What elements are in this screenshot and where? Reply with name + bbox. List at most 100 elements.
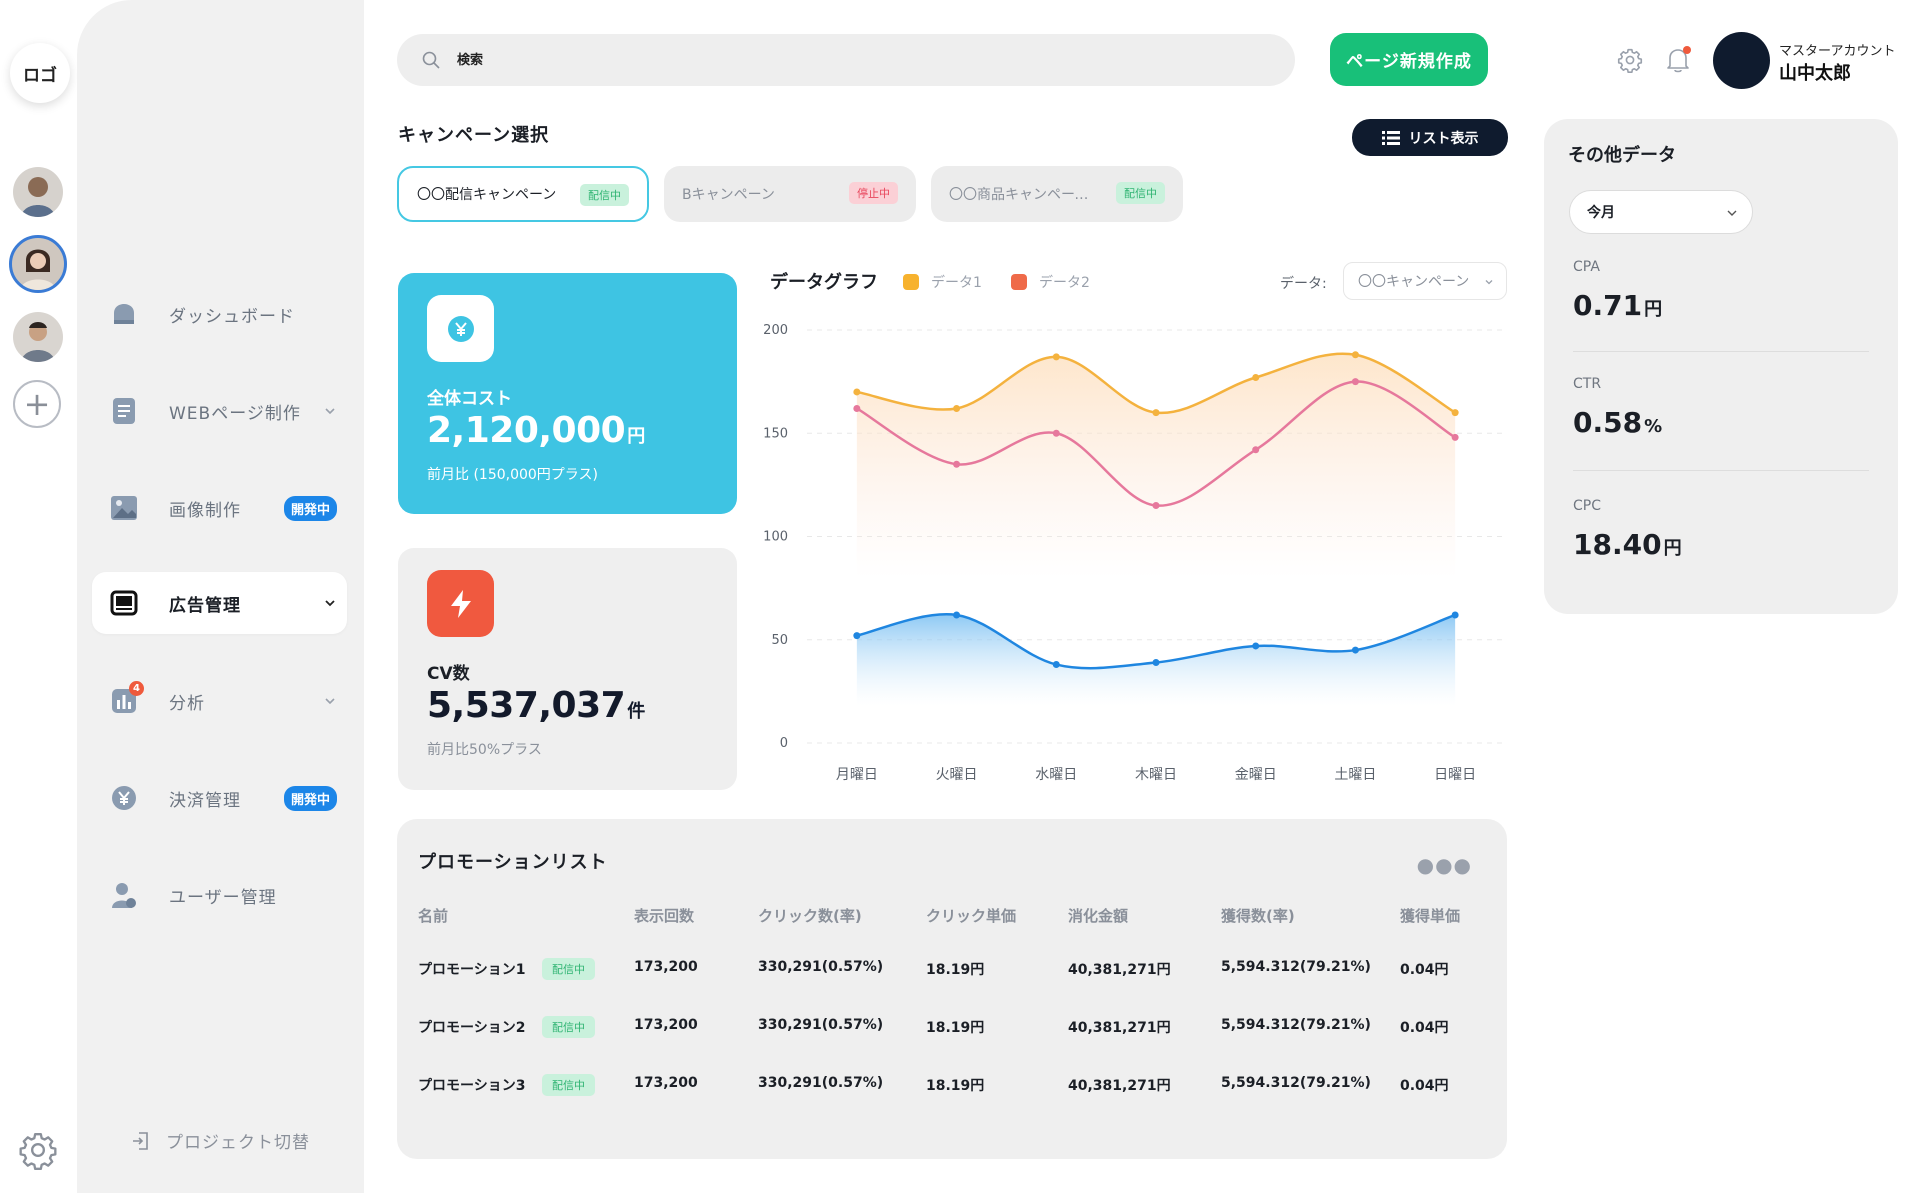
metric-unit: 円 <box>1663 538 1682 559</box>
user-icon <box>109 880 139 910</box>
other-data-panel: その他データ 今月 CPA 0.71 円 CTR 0.58% CPC 18.40 円 <box>1544 119 1898 614</box>
period-select[interactable]: 今月 <box>1569 190 1753 234</box>
data-point <box>1152 409 1160 417</box>
status-badge: 配信中 <box>542 1074 595 1096</box>
search-icon <box>422 51 440 69</box>
table-row[interactable]: プロモーション2 配信中 173,200 330,291(0.57%) 18.1… <box>397 1007 1507 1047</box>
workspace-avatar[interactable] <box>13 312 63 362</box>
campaign-tab[interactable]: 〇〇配信キャンペーン 配信中 <box>397 166 649 222</box>
table-row[interactable]: プロモーション1 配信中 173,200 330,291(0.57%) 18.1… <box>397 949 1507 989</box>
chevron-down-icon <box>1727 210 1737 216</box>
y-tick-label: 0 <box>780 736 788 751</box>
spend-cell: 40,381,271円 <box>1068 1020 1171 1036</box>
x-tick-label: 金曜日 <box>1235 767 1277 783</box>
bell-icon[interactable] <box>1665 46 1691 74</box>
total-cost-label: 全体コスト <box>427 389 512 409</box>
avatar[interactable] <box>1713 32 1770 89</box>
list-icon <box>1381 130 1400 145</box>
data-point <box>853 632 861 640</box>
campaign-tab-label: Bキャンペーン <box>682 187 775 203</box>
column-header: 名前 <box>418 907 449 925</box>
settings-gear-icon[interactable] <box>18 1130 58 1170</box>
impressions-cell: 173,200 <box>634 1017 698 1033</box>
conversions-cell: 5,594.312(79.21%) <box>1221 1075 1371 1091</box>
campaign-tab-label: 〇〇配信キャンペーン <box>417 187 557 203</box>
project-switch-link[interactable]: プロジェクト切替 <box>130 1128 310 1153</box>
cv-count-comparison: 前月比50%プラス <box>427 742 542 758</box>
person-icon <box>21 177 55 217</box>
sidebar-item-label: WEBページ制作 <box>169 403 301 424</box>
column-header: 獲得単価 <box>1400 907 1461 925</box>
status-badge: 配信中 <box>580 184 629 206</box>
total-cost-unit: 円 <box>627 426 645 447</box>
legend-item[interactable]: データ2 <box>1011 272 1090 292</box>
metric-number: 0.71 <box>1573 289 1643 322</box>
sidebar-item-label: ユーザー管理 <box>169 887 277 908</box>
sidebar-item-dashboard[interactable]: ダッシュボード <box>92 283 347 345</box>
yen-icon <box>109 783 139 813</box>
cpa-cell: 0.04円 <box>1400 962 1449 978</box>
legend-item[interactable]: データ1 <box>903 272 982 292</box>
person-icon <box>21 322 55 362</box>
logo-text: ロゴ <box>23 65 57 86</box>
search-input[interactable] <box>455 51 1159 69</box>
campaign-tab[interactable]: Bキャンペーン 停止中 <box>664 166 916 222</box>
total-cost-card: 全体コスト 2,120,000 円 前月比 (150,000円プラス) <box>398 273 737 514</box>
x-tick-label: 日曜日 <box>1434 767 1476 783</box>
data-point <box>953 611 961 619</box>
sidebar-item-ad-management[interactable]: 広告管理 <box>92 572 347 634</box>
logo-button[interactable]: ロゴ <box>10 43 70 103</box>
table-row[interactable]: プロモーション3 配信中 173,200 330,291(0.57%) 18.1… <box>397 1065 1507 1105</box>
sidebar-item-payment[interactable]: 決済管理 開発中 <box>92 767 347 829</box>
workspace-avatar-active[interactable] <box>9 235 67 293</box>
data-point <box>1252 446 1260 454</box>
conversions-cell: 5,594.312(79.21%) <box>1221 1017 1371 1033</box>
period-select-value: 今月 <box>1587 205 1615 221</box>
promotion-list-title: プロモーションリスト <box>418 852 608 873</box>
sidebar-item-web-page[interactable]: WEBページ制作 <box>92 380 347 442</box>
impressions-cell: 173,200 <box>634 959 698 975</box>
campaign-data-select[interactable]: 〇〇キャンペーン <box>1343 262 1507 300</box>
metric-label: CPC <box>1573 498 1601 514</box>
y-tick-label: 100 <box>763 530 788 545</box>
search-bar[interactable] <box>397 34 1295 86</box>
sidebar-item-analytics[interactable]: 4 分析 <box>92 670 347 732</box>
y-tick-label: 200 <box>763 323 788 338</box>
workspace-avatar[interactable] <box>13 167 63 217</box>
side-navigation: ダッシュボード WEBページ制作 画像制作 開発中 広告管理 4 分析 <box>77 0 364 1193</box>
account-role: マスターアカウント <box>1779 44 1896 59</box>
cpa-cell: 0.04円 <box>1400 1078 1449 1094</box>
sidebar-item-label: 広告管理 <box>169 595 241 616</box>
monitor-icon <box>109 588 139 618</box>
home-icon <box>109 299 139 329</box>
settings-gear-icon[interactable] <box>1617 47 1643 73</box>
area-fill <box>856 614 1456 706</box>
data-point <box>1152 502 1160 510</box>
list-view-button[interactable]: リスト表示 <box>1352 119 1508 156</box>
sidebar-item-users[interactable]: ユーザー管理 <box>92 864 347 926</box>
cv-count-number: 5,537,037 <box>427 685 626 726</box>
cv-count-label: CV数 <box>427 664 470 684</box>
plus-icon: + <box>23 385 51 423</box>
lightning-icon <box>427 570 494 637</box>
chevron-down-icon <box>325 698 335 705</box>
data-point <box>853 404 861 412</box>
data-point <box>953 460 961 468</box>
metric-label: CTR <box>1573 376 1602 392</box>
data-point <box>1252 642 1260 650</box>
spend-cell: 40,381,271円 <box>1068 1078 1171 1094</box>
more-options-icon[interactable]: ●●● <box>1416 853 1472 877</box>
campaign-tab[interactable]: 〇〇商品キャンペーン… 配信中 <box>931 166 1183 222</box>
account-name[interactable]: 山中太郎 <box>1779 63 1851 84</box>
status-badge: 開発中 <box>283 496 337 521</box>
new-page-button[interactable]: ページ新規作成 <box>1330 33 1488 86</box>
add-workspace-button[interactable]: + <box>13 380 61 428</box>
bar-chart-icon: 4 <box>109 681 144 716</box>
clicks-cell: 330,291(0.57%) <box>758 959 884 975</box>
chevron-down-icon <box>325 600 335 607</box>
sidebar-item-image[interactable]: 画像制作 開発中 <box>92 477 347 539</box>
metric-unit: % <box>1644 416 1663 437</box>
data-point <box>1052 661 1060 669</box>
status-badge: 配信中 <box>542 958 595 980</box>
promotion-name: プロモーション3 <box>418 1078 526 1094</box>
